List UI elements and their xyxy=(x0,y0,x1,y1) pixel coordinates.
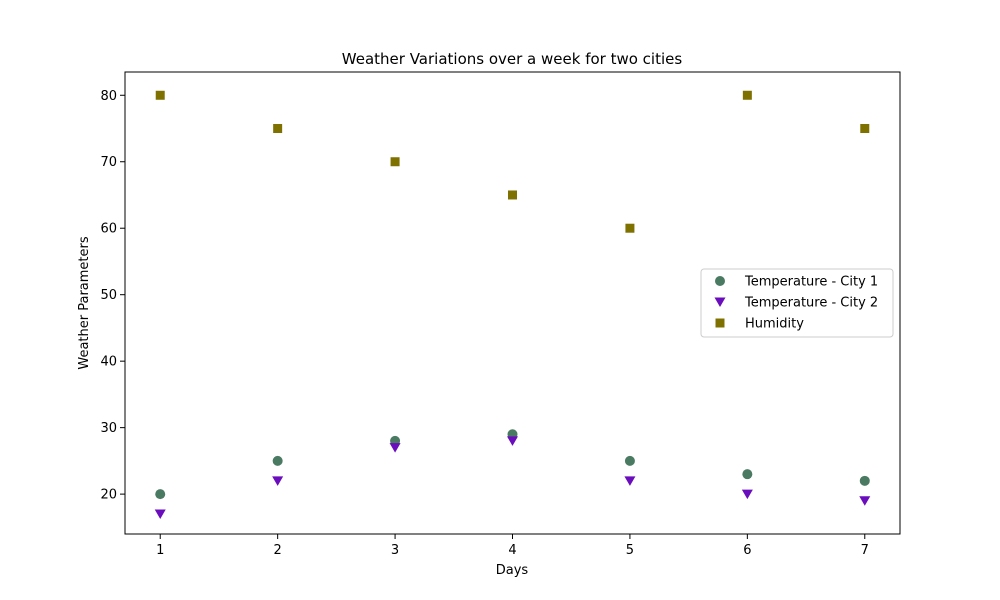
data-point-series-3 xyxy=(273,124,283,134)
x-tick-label: 7 xyxy=(861,543,869,558)
data-point-series-3 xyxy=(625,223,635,233)
y-tick-label: 80 xyxy=(100,89,117,104)
x-tick-label: 5 xyxy=(626,543,634,558)
y-axis-label: Weather Parameters xyxy=(77,236,92,370)
x-tick-label: 2 xyxy=(274,543,282,558)
x-tick-label: 3 xyxy=(391,543,399,558)
y-tick-label: 60 xyxy=(100,222,117,237)
data-point-series-3 xyxy=(390,157,400,167)
legend: Temperature - City 1 Temperature - City 2… xyxy=(700,268,894,338)
data-point-series-1 xyxy=(742,469,753,480)
legend-marker-2 xyxy=(714,297,726,307)
data-point-series-1 xyxy=(155,489,166,500)
x-axis-label: Days xyxy=(496,563,529,578)
data-point-series-1 xyxy=(859,475,870,486)
data-points xyxy=(154,90,871,520)
y-tick-label: 40 xyxy=(100,355,117,370)
data-point-series-2 xyxy=(741,489,753,500)
legend-label-3: Humidity xyxy=(745,317,804,332)
y-tick-label: 20 xyxy=(100,488,117,503)
x-tick-label: 4 xyxy=(508,543,516,558)
plot-frame xyxy=(124,71,901,535)
y-tick-label: 30 xyxy=(100,421,117,436)
data-point-series-3 xyxy=(860,124,870,134)
legend-label-1: Temperature - City 1 xyxy=(744,275,878,290)
data-point-series-2 xyxy=(507,436,518,446)
data-point-series-2 xyxy=(154,509,166,520)
data-point-series-3 xyxy=(508,190,517,200)
data-point-series-1 xyxy=(624,455,635,466)
legend-marker-1 xyxy=(715,276,725,286)
data-point-series-3 xyxy=(155,90,165,100)
data-point-series-2 xyxy=(389,443,401,453)
legend-label-2: Temperature - City 2 xyxy=(744,296,878,311)
x-tick-label: 6 xyxy=(743,543,751,558)
x-tick-label: 1 xyxy=(156,543,164,558)
data-point-series-3 xyxy=(742,90,752,100)
data-point-series-2 xyxy=(859,496,871,506)
data-point-series-1 xyxy=(272,455,283,466)
axis-ticks: 1 2 3 4 5 6 7 20 30 40 50 60 70 80 xyxy=(100,89,868,558)
legend-box xyxy=(700,268,894,338)
y-tick-label: 70 xyxy=(100,155,117,170)
legend-marker-3 xyxy=(715,318,725,328)
data-point-series-2 xyxy=(272,476,284,486)
y-tick-label: 50 xyxy=(100,288,117,303)
chart-title: Weather Variations over a week for two c… xyxy=(342,50,683,68)
data-point-series-2 xyxy=(624,476,636,486)
